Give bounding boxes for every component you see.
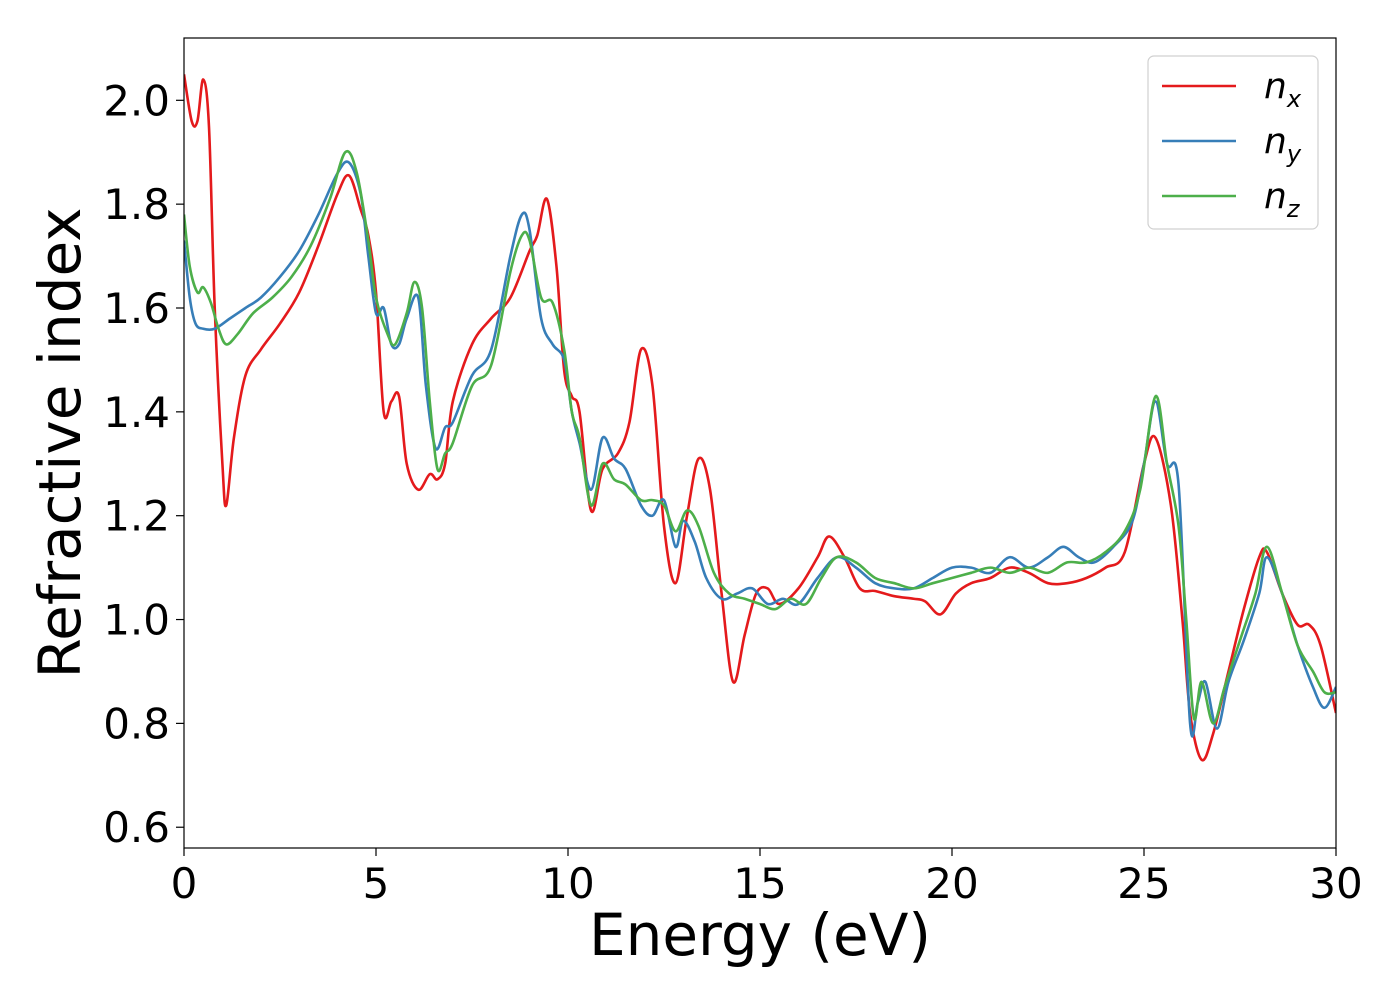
x-tick-label: 30 (1309, 859, 1362, 908)
y-tick-label: 1.2 (103, 492, 170, 541)
x-tick-label: 10 (541, 859, 594, 908)
x-tick-label: 20 (925, 859, 978, 908)
series-layer (184, 74, 1336, 762)
x-axis-label: Energy (eV) (589, 901, 931, 969)
y-tick-label: 1.8 (103, 180, 170, 229)
ticks-layer: 0 5 10 15 20 25 30 0.6 0.8 1.0 1.2 1.4 1.6 1.8 2.0 (103, 76, 1363, 908)
y-tick-label: 0.6 (103, 803, 170, 852)
legend-label-n-y: ny (1264, 121, 1302, 168)
x-tick-label: 15 (733, 859, 786, 908)
x-tick-label: 25 (1117, 859, 1170, 908)
legend-label-n-x: nx (1264, 66, 1302, 113)
y-tick-label: 1.0 (103, 596, 170, 645)
x-tick-label: 5 (363, 859, 390, 908)
series-line-n-y (184, 160, 1336, 738)
series-line-n-z (184, 149, 1336, 725)
y-tick-label: 1.6 (103, 284, 170, 333)
legend-box (1147, 55, 1319, 230)
x-tick-label: 0 (171, 859, 198, 908)
y-tick-label: 1.4 (103, 388, 170, 437)
legend-label-n-z: nz (1264, 176, 1301, 223)
y-tick-label: 0.8 (103, 699, 170, 748)
legend: nx ny nz (1147, 55, 1319, 230)
y-axis-label: Refractive index (26, 207, 94, 678)
y-tick-label: 2.0 (103, 76, 170, 125)
